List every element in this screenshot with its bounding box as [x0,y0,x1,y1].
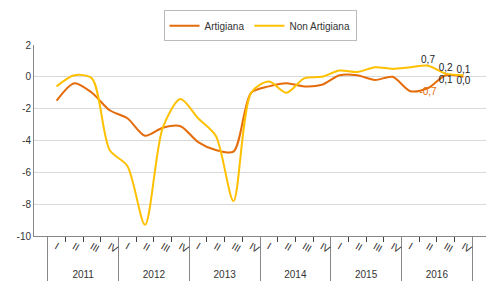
svg-text:2016: 2016 [426,269,449,280]
svg-text:I: I [336,241,344,252]
svg-text:II: II [142,241,152,253]
svg-text:2012: 2012 [143,269,166,280]
svg-text:III: III [159,241,172,255]
svg-text:II: II [425,241,435,253]
svg-text:IV: IV [106,241,120,255]
svg-text:Non Artigiana: Non Artigiana [289,21,349,32]
svg-text:I: I [407,241,415,252]
svg-text:III: III [371,241,384,255]
svg-text:IV: IV [389,241,403,255]
svg-text:0,0: 0,0 [456,75,470,86]
svg-text:I: I [53,241,61,252]
svg-text:III: III [442,241,455,255]
svg-text:2015: 2015 [355,269,378,280]
svg-text:-8: -8 [22,199,31,210]
svg-text:0,7: 0,7 [421,54,435,65]
svg-text:-6: -6 [22,167,31,178]
svg-text:Artigiana: Artigiana [205,21,245,32]
svg-text:-0,7: -0,7 [419,86,437,97]
svg-text:-2: -2 [22,103,31,114]
svg-text:0,1: 0,1 [439,74,453,85]
svg-text:0,2: 0,2 [439,62,453,73]
svg-text:IV: IV [177,241,191,255]
svg-text:2013: 2013 [214,269,237,280]
svg-text:III: III [88,241,101,255]
svg-text:2011: 2011 [72,269,94,280]
svg-text:2014: 2014 [284,269,307,280]
svg-text:I: I [195,241,203,252]
svg-text:0,1: 0,1 [456,64,470,75]
svg-text:IV: IV [318,241,332,255]
svg-text:II: II [212,241,222,253]
svg-text:III: III [230,241,243,255]
svg-text:I: I [124,241,132,252]
svg-text:III: III [301,241,314,255]
svg-text:-4: -4 [22,135,31,146]
svg-text:-10: -10 [17,231,32,242]
svg-text:II: II [283,241,293,253]
svg-text:II: II [354,241,364,253]
svg-text:IV: IV [460,241,474,255]
svg-text:2: 2 [25,40,31,51]
svg-text:IV: IV [248,241,262,255]
svg-text:0: 0 [25,71,31,82]
svg-text:II: II [71,241,81,253]
svg-text:I: I [265,241,273,252]
